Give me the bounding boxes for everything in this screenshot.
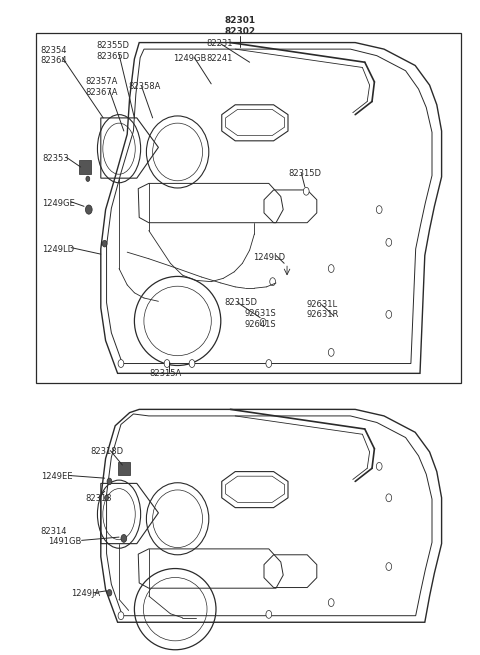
Circle shape [102,240,107,247]
Text: 92631S
92641S: 92631S 92641S [245,309,276,329]
Text: 92631L
92631R: 92631L 92631R [306,300,338,320]
Circle shape [260,318,266,326]
Circle shape [386,310,392,318]
Circle shape [189,360,195,367]
Circle shape [376,206,382,214]
Text: 82354
82364: 82354 82364 [41,46,67,66]
Text: 1249GE: 1249GE [42,199,75,208]
Circle shape [386,494,392,502]
Text: 82357A
82367A: 82357A 82367A [85,77,118,97]
Text: 82241: 82241 [206,54,233,63]
FancyBboxPatch shape [118,462,130,475]
Circle shape [266,360,272,367]
Circle shape [386,563,392,571]
Circle shape [121,534,127,542]
Text: 82318D: 82318D [90,447,123,456]
Text: 82301
82302: 82301 82302 [225,16,255,36]
Text: 82353: 82353 [42,154,69,163]
Text: 1491GB: 1491GB [48,537,82,546]
Text: 82313: 82313 [85,494,112,503]
Circle shape [303,187,309,195]
Circle shape [386,238,392,246]
Circle shape [107,590,112,596]
Text: 82314: 82314 [41,527,67,536]
Circle shape [164,360,170,367]
Circle shape [328,265,334,272]
Text: 1249LD: 1249LD [42,245,74,254]
Circle shape [328,599,334,607]
Text: 82315D: 82315D [288,169,321,178]
Text: 1249LD: 1249LD [253,253,286,262]
Circle shape [376,462,382,470]
Text: 1249GB: 1249GB [173,54,206,63]
Text: 82315D: 82315D [225,298,258,307]
Circle shape [270,278,276,286]
Text: 82231: 82231 [206,39,233,48]
Text: 1249EE: 1249EE [41,472,72,481]
Circle shape [85,205,92,214]
Text: 82355D
82365D: 82355D 82365D [96,41,129,61]
Circle shape [328,348,334,356]
Circle shape [118,360,124,367]
Text: 1249JA: 1249JA [71,590,100,599]
Circle shape [107,478,112,485]
Circle shape [86,176,90,181]
Circle shape [105,495,108,500]
Text: 82315A: 82315A [150,369,182,379]
Circle shape [266,610,272,618]
FancyBboxPatch shape [79,160,91,174]
Circle shape [118,612,124,620]
Text: 82358A: 82358A [129,82,161,91]
